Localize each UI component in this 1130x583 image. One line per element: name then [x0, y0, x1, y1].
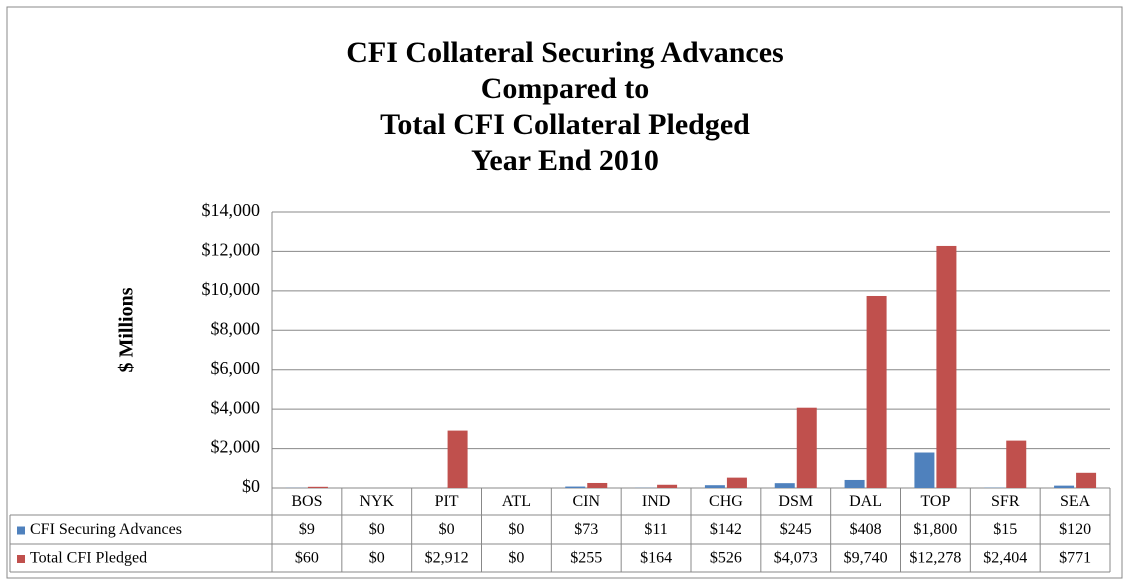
table-value: $0 — [369, 521, 385, 538]
table-value: $0 — [369, 550, 385, 567]
legend-label: CFI Securing Advances — [30, 521, 182, 538]
x-tick-label: PIT — [435, 493, 459, 510]
x-tick-label: BOS — [291, 493, 322, 510]
bar — [914, 452, 935, 488]
bar — [565, 486, 586, 488]
table-value: $0 — [508, 521, 524, 538]
table-value: $15 — [993, 521, 1017, 538]
table-value: $2,912 — [425, 550, 469, 567]
table-value: $164 — [640, 550, 672, 567]
x-tick-label: DSM — [778, 493, 813, 510]
table-value: $1,800 — [913, 521, 957, 538]
table-value: $0 — [508, 550, 524, 567]
x-tick-label: DAL — [849, 493, 882, 510]
table-value: $408 — [850, 521, 882, 538]
legend-swatch — [17, 526, 25, 535]
table-value: $245 — [780, 521, 812, 538]
bar — [704, 485, 725, 488]
bar — [796, 407, 817, 488]
bar — [1076, 472, 1097, 488]
bar — [936, 245, 957, 488]
bar — [1006, 440, 1027, 488]
y-tick-label: $12,000 — [202, 240, 261, 260]
legend-swatch — [17, 555, 25, 563]
legend-label: Total CFI Pledged — [30, 550, 147, 567]
y-tick-label: $2,000 — [211, 437, 261, 457]
table-value: $4,073 — [774, 550, 818, 567]
table-value: $526 — [710, 550, 742, 567]
table-value: $255 — [570, 550, 602, 567]
table-value: $120 — [1059, 521, 1091, 538]
bar — [447, 430, 468, 488]
chart-title: Compared to — [481, 72, 650, 105]
table-value: $12,278 — [909, 550, 961, 567]
table-value: $60 — [295, 550, 319, 567]
y-tick-label: $4,000 — [211, 397, 261, 417]
table-value: $2,404 — [983, 550, 1027, 567]
bar — [844, 479, 865, 488]
chart-title: Total CFI Collateral Pledged — [380, 108, 750, 141]
y-tick-label: $8,000 — [211, 318, 261, 338]
x-tick-label: ATL — [502, 493, 531, 510]
x-tick-label: SEA — [1060, 493, 1091, 510]
x-tick-label: NYK — [359, 493, 394, 510]
y-tick-label: $6,000 — [211, 358, 261, 378]
table-value: $771 — [1059, 550, 1091, 567]
bar — [1054, 485, 1075, 488]
table-value: $11 — [644, 521, 667, 538]
table-value: $142 — [710, 521, 742, 538]
x-tick-label: CIN — [572, 493, 600, 510]
x-tick-label: IND — [642, 493, 670, 510]
bar — [774, 483, 795, 488]
y-tick-label: $14,000 — [202, 200, 261, 220]
chart-title: CFI Collateral Securing Advances — [346, 36, 783, 69]
x-tick-label: TOP — [920, 493, 950, 510]
table-value: $9,740 — [844, 550, 888, 567]
y-tick-label: $10,000 — [202, 279, 261, 299]
chart-frame — [6, 6, 1123, 579]
bar — [657, 484, 678, 488]
y-tick-label: $0 — [242, 476, 260, 496]
bar — [307, 486, 328, 488]
table-value: $9 — [299, 521, 315, 538]
chart-title: Year End 2010 — [471, 144, 659, 177]
table-value: $0 — [439, 521, 455, 538]
bar — [587, 482, 608, 488]
table-value: $73 — [574, 521, 598, 538]
bar — [866, 295, 887, 488]
bar — [726, 477, 747, 488]
x-tick-label: CHG — [709, 493, 743, 510]
y-axis-label: $ Millions — [116, 287, 138, 372]
x-tick-label: SFR — [991, 493, 1020, 510]
